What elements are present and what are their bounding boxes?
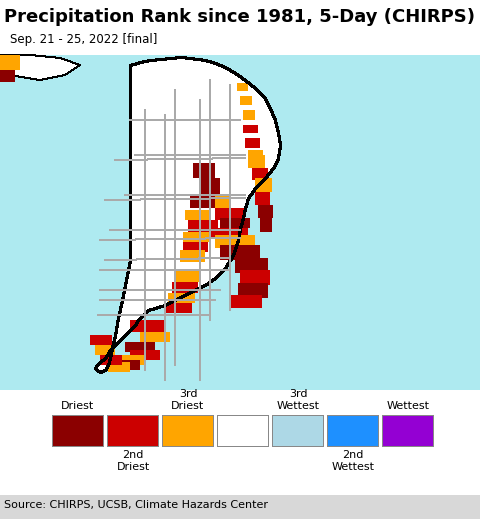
Text: Sep. 21 - 25, 2022 [final]: Sep. 21 - 25, 2022 [final] [10, 33, 157, 46]
Text: Wettest: Wettest [386, 401, 430, 411]
Text: Source: CHIRPS, UCSB, Climate Hazards Center: Source: CHIRPS, UCSB, Climate Hazards Ce… [4, 500, 268, 510]
Text: Precipitation Rank since 1981, 5-Day (CHIRPS): Precipitation Rank since 1981, 5-Day (CH… [4, 8, 475, 26]
Text: 3rd
Driest: 3rd Driest [171, 389, 204, 411]
Text: 2nd
Wettest: 2nd Wettest [332, 450, 374, 472]
Text: 3rd
Wettest: 3rd Wettest [276, 389, 320, 411]
Text: Driest: Driest [61, 401, 95, 411]
Text: 2nd
Driest: 2nd Driest [116, 450, 150, 472]
